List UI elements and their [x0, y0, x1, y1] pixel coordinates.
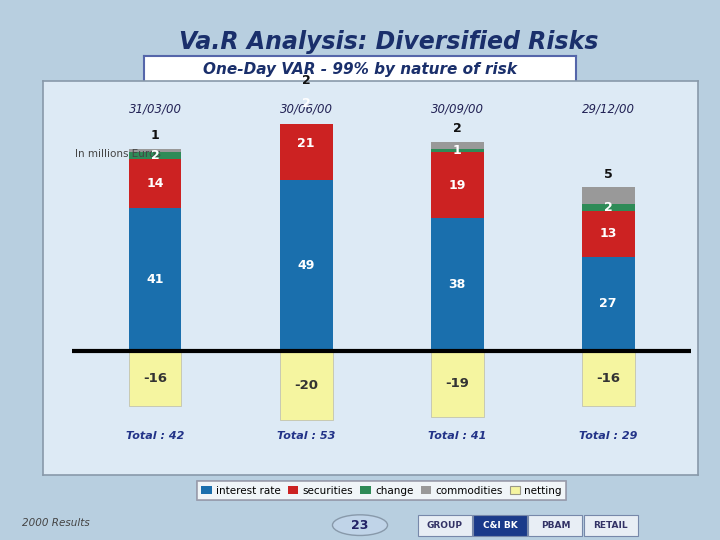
Bar — [431, 350, 484, 417]
Text: GROUP: GROUP — [426, 521, 462, 530]
Text: 19: 19 — [449, 179, 466, 192]
Text: In millions Euros: In millions Euros — [75, 148, 161, 159]
Bar — [582, 187, 634, 204]
Text: 2: 2 — [453, 123, 462, 136]
Bar — [279, 107, 333, 180]
Bar — [582, 256, 634, 350]
Text: Total : 41: Total : 41 — [428, 431, 486, 441]
Text: 13: 13 — [600, 227, 617, 240]
Text: -19: -19 — [445, 377, 469, 390]
Text: RETAIL: RETAIL — [593, 521, 629, 530]
Bar — [279, 350, 333, 420]
Text: 14: 14 — [146, 177, 164, 190]
Text: Total : 53: Total : 53 — [277, 431, 336, 441]
Ellipse shape — [333, 515, 387, 536]
Bar — [431, 218, 484, 350]
Text: 38: 38 — [449, 278, 466, 291]
Text: One-Day VAR - 99% by nature of risk: One-Day VAR - 99% by nature of risk — [203, 62, 517, 77]
Text: 23: 23 — [351, 518, 369, 532]
Bar — [129, 350, 181, 407]
Text: Total : 29: Total : 29 — [579, 431, 637, 441]
Bar — [279, 180, 333, 350]
Text: 5: 5 — [604, 167, 613, 181]
Text: 2000 Results: 2000 Results — [22, 518, 89, 528]
Text: -20: -20 — [294, 379, 318, 392]
Text: 2: 2 — [604, 201, 613, 214]
Text: 2: 2 — [150, 149, 159, 162]
Bar — [279, 93, 333, 100]
Text: -16: -16 — [596, 372, 620, 385]
Text: 1: 1 — [150, 129, 159, 143]
Bar — [129, 152, 181, 159]
Text: 2: 2 — [302, 73, 310, 86]
Bar — [431, 152, 484, 218]
Text: Va.R Analysis: Diversified Risks: Va.R Analysis: Diversified Risks — [179, 30, 598, 53]
Bar — [279, 100, 333, 107]
Bar — [431, 141, 484, 149]
Bar — [129, 148, 181, 152]
Bar — [582, 204, 634, 211]
Text: 27: 27 — [599, 297, 617, 310]
Bar — [431, 148, 484, 152]
Bar — [129, 208, 181, 350]
Bar — [129, 159, 181, 208]
Bar — [582, 350, 634, 407]
Text: 2: 2 — [302, 97, 310, 110]
Text: 49: 49 — [297, 259, 315, 272]
Text: 41: 41 — [146, 273, 164, 286]
Text: Total : 42: Total : 42 — [126, 431, 184, 441]
Text: 1: 1 — [453, 144, 462, 157]
Text: -16: -16 — [143, 372, 167, 385]
Text: C&I BK: C&I BK — [482, 521, 518, 530]
Text: 21: 21 — [297, 137, 315, 150]
Bar — [582, 211, 634, 256]
Text: PBAM: PBAM — [541, 521, 570, 530]
Legend: interest rate, securities, change, commodities, netting: interest rate, securities, change, commo… — [197, 481, 566, 500]
